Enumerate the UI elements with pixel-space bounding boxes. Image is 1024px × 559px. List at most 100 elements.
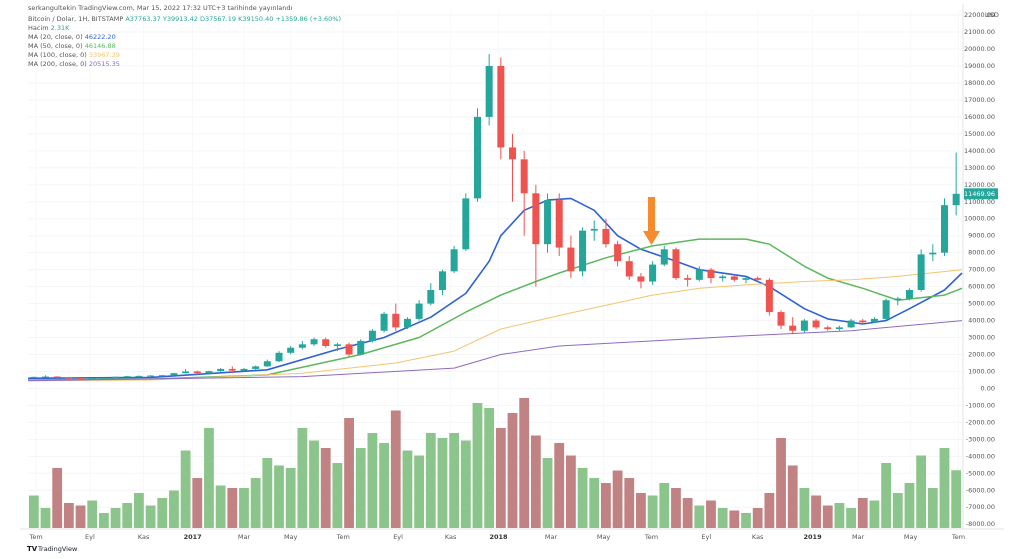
y-tick-label: 1000.00 — [968, 367, 995, 375]
candle-body — [77, 377, 85, 379]
candle-body — [497, 66, 505, 148]
volume-bar — [764, 493, 775, 528]
y-tick-label: 15000.00 — [964, 130, 995, 138]
legend-name: MA (50, close, 0) — [28, 42, 83, 50]
candle-body — [333, 344, 341, 347]
candle-body — [637, 276, 645, 282]
volume-bar — [402, 450, 413, 528]
y-tick-label: -3000.00 — [966, 435, 995, 443]
volume-bar — [180, 450, 191, 528]
legend-entry: MA (100, close, 0) 33967.39 — [28, 51, 120, 59]
volume-bar — [857, 498, 868, 528]
volume-bar — [799, 488, 810, 528]
volume-bar — [671, 488, 681, 528]
ma-line — [27, 320, 963, 382]
ohlc: Y39913.42 — [162, 15, 198, 23]
x-tick-label: May — [284, 533, 298, 541]
candle-body — [450, 249, 458, 272]
volume-bar — [752, 508, 763, 528]
volume-bar — [834, 503, 845, 528]
volume-bar — [192, 478, 203, 528]
volume-bar — [367, 433, 378, 528]
candle-body — [30, 376, 38, 378]
candle-body — [42, 376, 50, 378]
volume-bar — [332, 463, 343, 528]
x-tick-label: 2017 — [184, 533, 202, 541]
candle-body — [462, 198, 470, 250]
candle-body — [112, 376, 120, 378]
candle-body — [952, 193, 960, 206]
volume-bar — [262, 458, 273, 528]
volume-bar — [379, 443, 389, 528]
x-tick-label: Kas — [138, 533, 150, 541]
symbol-header: Bitcoin / Dolar, 1H, BITSTAMP A37763.37 … — [28, 15, 341, 23]
x-tick-label: Kas — [752, 533, 764, 541]
y-tick-label: -2000.00 — [966, 418, 995, 426]
candle-body — [660, 249, 668, 265]
volume-value: 2.31K — [51, 24, 70, 32]
y-tick-label: 5000.00 — [968, 300, 995, 308]
candle-body — [252, 366, 260, 369]
volume-bar — [927, 488, 938, 528]
volume-bar — [636, 493, 646, 528]
legend-name: MA (100, close, 0) — [28, 51, 87, 59]
ohlc: +1359.86 (+3.60%) — [275, 15, 341, 23]
candle-body — [672, 249, 680, 279]
volume-bar — [28, 495, 39, 528]
x-tick-label: Tem — [644, 533, 658, 541]
y-tick-label: -4000.00 — [966, 452, 995, 460]
y-tick-label: 18000.00 — [964, 79, 995, 87]
ohlc: D37567.19 — [200, 15, 236, 23]
candle-body — [438, 271, 446, 291]
volume-bar — [554, 443, 565, 528]
volume-bar — [741, 513, 751, 528]
volume-bar — [577, 468, 588, 528]
candle-body — [380, 313, 388, 331]
volume-bar — [472, 403, 483, 528]
legend-entry: MA (20, close, 0) 46222.20 — [28, 33, 116, 41]
volume-bar — [694, 505, 705, 528]
volume-bar — [414, 455, 425, 528]
candle-body — [100, 377, 108, 379]
candle-body — [275, 352, 283, 362]
volume-bar — [110, 508, 121, 528]
legend-value: 20515.35 — [89, 60, 120, 68]
last-price-label: 11469.96 — [964, 190, 995, 198]
candle-body — [684, 278, 692, 280]
candle-body — [193, 371, 201, 374]
candle-body — [403, 318, 411, 328]
currency: USD — [985, 11, 999, 19]
legend-entry: MA (50, close, 0) 46146.88 — [28, 42, 116, 50]
candle-body — [800, 320, 808, 331]
candle-body — [310, 339, 318, 345]
candle-body — [532, 193, 540, 245]
volume-bar — [811, 495, 821, 528]
candle-body — [147, 375, 155, 377]
y-tick-label: 0.00 — [981, 384, 995, 392]
volume-bar — [612, 470, 623, 528]
ohlc: K39150.40 — [238, 15, 273, 23]
y-tick-label: 22000.00 — [964, 11, 995, 19]
y-tick-label: -1000.00 — [966, 401, 995, 409]
candle-body — [754, 278, 762, 280]
volume-bar — [519, 398, 530, 528]
legend-name: MA (200, close, 0) — [28, 60, 87, 68]
y-tick-label: 13000.00 — [964, 164, 995, 172]
volume-bar — [881, 463, 892, 528]
volume-bar — [98, 513, 109, 528]
volume-bar — [390, 410, 401, 528]
candle-body — [777, 312, 785, 326]
candle-body — [357, 340, 365, 355]
y-tick-label: -5000.00 — [966, 469, 995, 477]
candle-body — [298, 344, 306, 348]
candle-body — [555, 200, 563, 248]
volume-bar — [122, 503, 133, 528]
candle-body — [940, 205, 948, 253]
y-tick-label: 16000.00 — [964, 113, 995, 121]
volume-bar — [344, 418, 354, 528]
volume-bar — [484, 408, 495, 528]
candle-body — [123, 376, 131, 378]
title: Bitcoin / Dolar, 1H, BITSTAMP — [28, 15, 123, 23]
candle-body — [695, 269, 703, 280]
candle-body — [485, 66, 493, 117]
